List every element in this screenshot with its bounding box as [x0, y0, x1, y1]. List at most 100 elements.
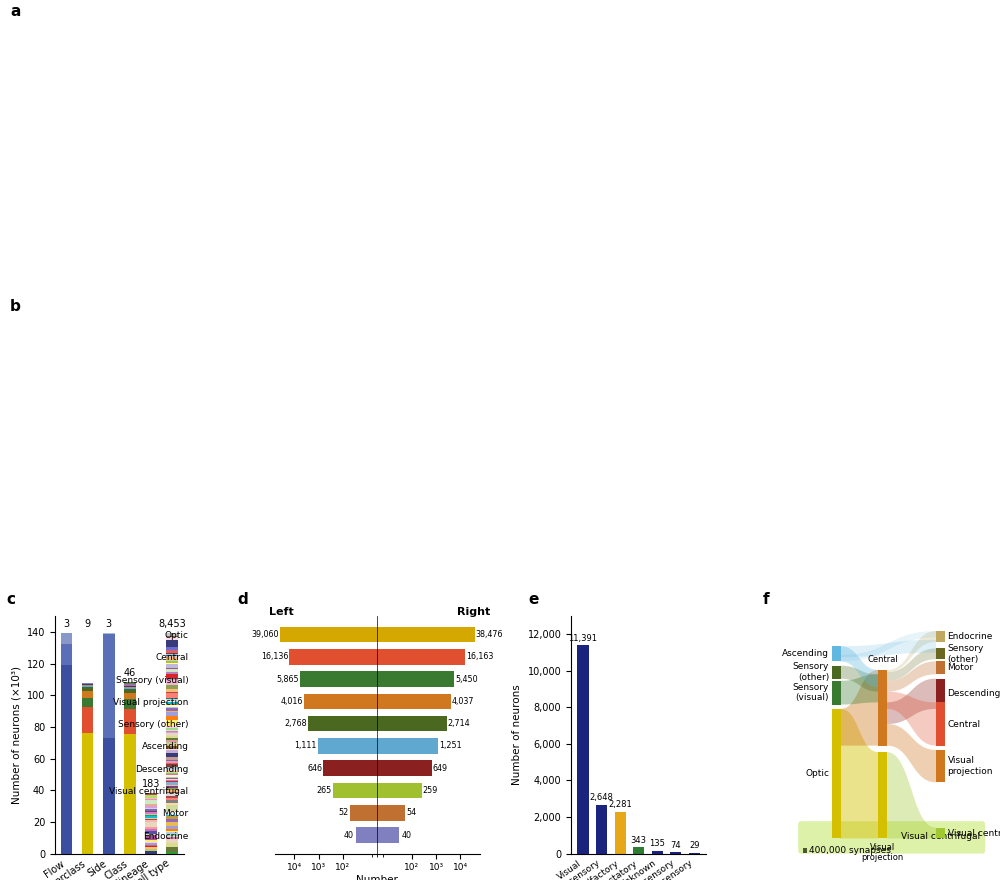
- Text: 2,768: 2,768: [284, 719, 307, 728]
- Text: Endocrine: Endocrine: [948, 632, 993, 641]
- Text: f: f: [762, 592, 769, 607]
- Bar: [145, 835, 157, 840]
- Bar: [166, 648, 178, 650]
- Text: Descending: Descending: [948, 689, 1000, 698]
- Bar: [166, 832, 178, 834]
- Bar: [166, 772, 178, 773]
- Bar: [145, 840, 157, 842]
- Bar: [166, 664, 178, 668]
- Bar: [166, 769, 178, 771]
- Bar: [936, 649, 945, 659]
- Bar: [145, 794, 157, 795]
- Bar: [82, 684, 93, 685]
- Bar: [377, 760, 432, 776]
- Bar: [166, 742, 178, 744]
- Bar: [936, 702, 945, 745]
- Text: 16,136: 16,136: [261, 652, 288, 662]
- Polygon shape: [887, 692, 936, 745]
- Text: e: e: [528, 592, 538, 607]
- Bar: [145, 811, 157, 812]
- Bar: [166, 757, 178, 759]
- Bar: [166, 721, 178, 726]
- Text: 74: 74: [671, 840, 681, 849]
- Text: 4,037: 4,037: [452, 697, 474, 706]
- Bar: [145, 803, 157, 805]
- Text: 40: 40: [401, 831, 411, 840]
- Text: 38,476: 38,476: [476, 630, 503, 639]
- Text: 5,450: 5,450: [455, 675, 478, 684]
- Bar: [166, 669, 178, 672]
- Bar: [145, 843, 157, 845]
- Text: b: b: [10, 299, 21, 314]
- Bar: [670, 852, 681, 854]
- Text: 4,016: 4,016: [281, 697, 303, 706]
- Text: 5,865: 5,865: [276, 675, 299, 684]
- Bar: [377, 805, 405, 820]
- Bar: [166, 730, 178, 731]
- Bar: [145, 820, 157, 822]
- Text: Sensory
(other): Sensory (other): [793, 663, 829, 682]
- Bar: [145, 827, 157, 829]
- Bar: [166, 731, 178, 733]
- Bar: [124, 693, 136, 700]
- Bar: [166, 790, 178, 792]
- Bar: [166, 633, 178, 635]
- Bar: [166, 819, 178, 822]
- Text: Central: Central: [948, 720, 981, 729]
- Bar: [61, 665, 72, 854]
- Text: Sensory
(other): Sensory (other): [948, 644, 984, 664]
- Bar: [166, 716, 178, 721]
- Polygon shape: [841, 709, 878, 839]
- Text: Optic: Optic: [805, 769, 829, 778]
- Bar: [145, 805, 157, 808]
- Bar: [166, 767, 178, 769]
- Bar: [832, 709, 841, 839]
- Polygon shape: [887, 678, 936, 724]
- Bar: [166, 707, 178, 708]
- Bar: [166, 803, 178, 805]
- Text: 400,000 synapses: 400,000 synapses: [809, 846, 891, 854]
- Text: Central: Central: [867, 655, 898, 664]
- Text: 646: 646: [307, 764, 322, 773]
- Polygon shape: [887, 631, 936, 672]
- Bar: [166, 680, 178, 685]
- Bar: [289, 649, 377, 664]
- Bar: [166, 654, 178, 655]
- Bar: [166, 800, 178, 803]
- Text: 40: 40: [344, 831, 354, 840]
- Bar: [61, 644, 72, 665]
- Text: Visual
projection: Visual projection: [948, 757, 993, 776]
- Bar: [377, 738, 438, 754]
- Bar: [82, 733, 93, 854]
- Bar: [166, 775, 178, 777]
- Bar: [166, 781, 178, 782]
- Bar: [166, 700, 178, 702]
- Bar: [166, 774, 178, 775]
- Bar: [308, 715, 377, 731]
- Bar: [82, 683, 93, 684]
- Polygon shape: [841, 670, 878, 745]
- Bar: [166, 822, 178, 825]
- FancyBboxPatch shape: [798, 821, 985, 854]
- Bar: [166, 655, 178, 656]
- Text: 39,060: 39,060: [251, 630, 279, 639]
- Bar: [166, 836, 178, 837]
- Bar: [166, 678, 178, 680]
- Bar: [166, 637, 178, 640]
- Text: 9: 9: [85, 619, 91, 629]
- Polygon shape: [887, 662, 936, 692]
- Bar: [145, 846, 157, 847]
- Bar: [166, 737, 178, 740]
- Polygon shape: [841, 674, 878, 705]
- Text: 343: 343: [631, 836, 647, 845]
- Bar: [832, 665, 841, 678]
- Bar: [145, 819, 157, 820]
- Bar: [145, 812, 157, 814]
- Bar: [124, 685, 136, 686]
- Text: 29: 29: [689, 841, 700, 850]
- Bar: [166, 829, 178, 832]
- Bar: [82, 685, 93, 687]
- Text: 259: 259: [423, 786, 438, 795]
- Text: Motor: Motor: [948, 664, 974, 672]
- Bar: [166, 733, 178, 736]
